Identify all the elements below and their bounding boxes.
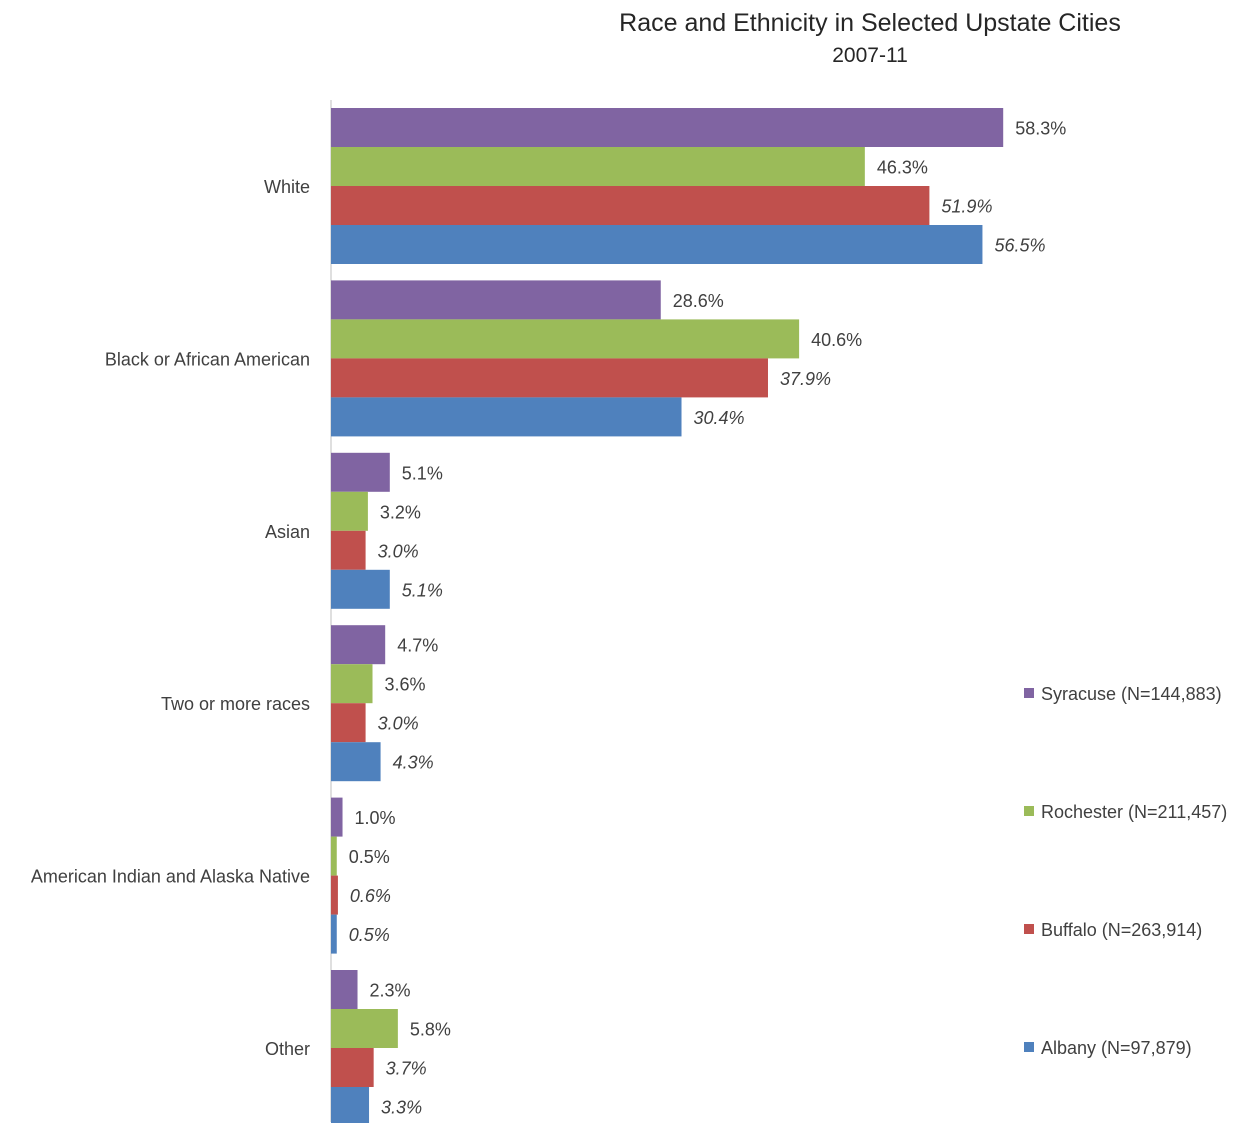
bar — [331, 280, 661, 320]
bar — [331, 970, 358, 1009]
bar — [331, 491, 368, 531]
chart-subtitle: 2007-11 — [832, 44, 908, 67]
data-label: 40.6% — [811, 330, 862, 350]
data-label: 5.1% — [402, 463, 443, 483]
data-label: 46.3% — [877, 158, 928, 178]
data-label: 37.9% — [780, 369, 831, 389]
data-label: 3.7% — [386, 1059, 427, 1079]
legend-label: Albany (N=97,879) — [1041, 1038, 1192, 1058]
bar — [331, 225, 983, 264]
data-label: 28.6% — [673, 291, 724, 311]
legend-label: Syracuse (N=144,883) — [1041, 684, 1222, 704]
legend-label: Rochester (N=211,457) — [1041, 802, 1227, 822]
data-label: 0.5% — [349, 925, 390, 945]
bar — [331, 797, 343, 837]
bar — [331, 569, 390, 609]
bar — [331, 625, 386, 665]
bar — [331, 108, 1004, 147]
data-label: 5.8% — [410, 1020, 451, 1040]
data-label: 1.0% — [355, 808, 396, 828]
category-label: White — [264, 177, 310, 197]
data-label: 3.2% — [380, 502, 421, 522]
bar — [331, 358, 768, 398]
data-label: 51.9% — [941, 197, 992, 217]
bar — [331, 147, 865, 186]
data-label: 3.0% — [378, 541, 419, 561]
category-label: Two or more races — [161, 694, 310, 714]
data-label: 4.7% — [397, 636, 438, 656]
bar — [331, 742, 381, 782]
bar — [331, 186, 930, 225]
bar — [331, 397, 682, 437]
bar — [331, 530, 366, 570]
legend-swatch — [1024, 806, 1034, 816]
bar — [331, 914, 337, 954]
data-label: 56.5% — [994, 236, 1045, 256]
data-label: 4.3% — [393, 753, 434, 773]
data-label: 3.6% — [385, 675, 426, 695]
bar — [331, 1009, 398, 1048]
bar — [331, 875, 338, 915]
bar — [331, 836, 337, 876]
bar — [331, 703, 366, 743]
bar — [331, 664, 373, 704]
bar — [331, 319, 800, 359]
data-label: 3.0% — [378, 714, 419, 734]
legend-swatch — [1024, 1042, 1034, 1052]
bar — [331, 1048, 374, 1087]
category-label: American Indian and Alaska Native — [31, 867, 310, 887]
data-label: 0.5% — [349, 847, 390, 867]
category-label: Asian — [265, 522, 310, 542]
chart-title: Race and Ethnicity in Selected Upstate C… — [619, 9, 1121, 37]
data-label: 2.3% — [370, 981, 411, 1001]
data-label: 3.3% — [381, 1098, 422, 1118]
bar — [331, 1087, 370, 1123]
legend-swatch — [1024, 924, 1034, 934]
category-label: Other — [265, 1039, 310, 1059]
legend-label: Buffalo (N=263,914) — [1041, 920, 1202, 940]
data-label: 0.6% — [350, 886, 391, 906]
data-label: 30.4% — [694, 408, 745, 428]
bar — [331, 452, 390, 492]
data-label: 5.1% — [402, 580, 443, 600]
category-label: Black or African American — [105, 349, 310, 369]
data-label: 58.3% — [1015, 119, 1066, 139]
legend-swatch — [1024, 688, 1034, 698]
